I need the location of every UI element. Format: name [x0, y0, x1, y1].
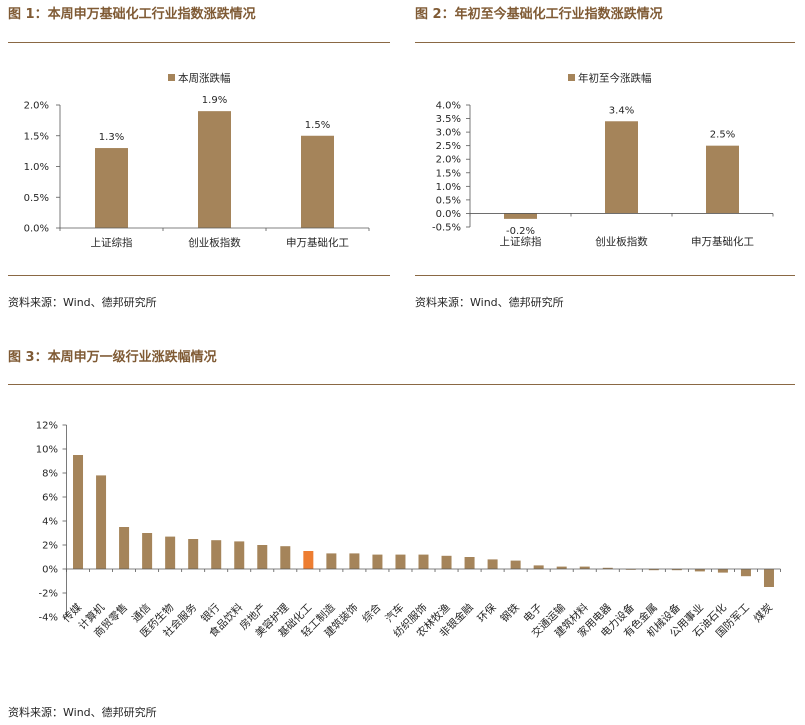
- chart3-y-tick-label: 10%: [36, 445, 58, 456]
- chart3-bar: [579, 566, 590, 569]
- chart2-y-tick-label: 0.5%: [436, 195, 461, 206]
- chart2-plot: -0.5% 0.0% 0.5% 1.0% 1.5% 2.0% 2.5% 3.0% 3.5% 4.0…: [432, 72, 774, 248]
- chart3-bar: [625, 569, 636, 570]
- chart3-y-tick-label: -4%: [39, 613, 58, 624]
- chart3-category-label: 钢铁: [498, 601, 522, 625]
- chart3-bar: [73, 455, 84, 569]
- chart3-bar: [142, 533, 153, 569]
- chart2-category-label: 申万基础化工: [691, 235, 754, 248]
- chart3-bar: [510, 560, 521, 569]
- chart3-bar: [648, 569, 659, 571]
- figure-1-source: 资料来源：Wind、德邦研究所: [8, 296, 157, 309]
- chart3-bar: [487, 559, 498, 569]
- figure-2-source: 资料来源：Wind、德邦研究所: [415, 296, 564, 309]
- figure-1-bottom-rule: [8, 275, 390, 276]
- chart2-bar: [706, 145, 739, 214]
- chart3-bar: [671, 569, 682, 571]
- chart2-y-tick-label: 3.5%: [436, 114, 461, 125]
- chart3-bar: [349, 553, 360, 569]
- chart3-bar: [740, 569, 751, 577]
- chart3-bar: [372, 554, 383, 569]
- chart2-y-tick-label: -0.5%: [432, 223, 461, 234]
- figure-3-source: 资料来源：Wind、德邦研究所: [8, 706, 157, 719]
- chart3-y-tick-label: -2%: [39, 589, 58, 600]
- chart3-y-tick-label: 6%: [42, 493, 58, 504]
- chart3-bar: [119, 527, 130, 569]
- chart1-y-tick-label: 1.5%: [24, 131, 49, 142]
- figure-1-top-rule: [8, 42, 390, 43]
- figure-1-caption: 图 1：本周申万基础化工行业指数涨跌情况: [8, 7, 256, 22]
- chart1-bar: [301, 135, 334, 228]
- chart2-category-label: 上证综指: [500, 235, 542, 248]
- chart1-bar: [95, 148, 128, 228]
- chart2-legend-label: 年初至今涨跌幅: [578, 72, 652, 85]
- chart1-category-label: 上证综指: [91, 236, 133, 249]
- chart2-y-tick-label: 1.5%: [436, 168, 461, 179]
- chart2-y-tick-label: 0.0%: [436, 209, 461, 220]
- chart3-bar: [211, 540, 222, 569]
- chart3-bar: [418, 554, 429, 569]
- chart3-y-tick-label: 0%: [42, 565, 58, 576]
- chart1-y-tick-label: 1.0%: [24, 162, 49, 173]
- chart3-bar: [257, 545, 268, 569]
- chart1-category-label: 申万基础化工: [286, 236, 349, 249]
- chart3-y-tick-label: 2%: [42, 541, 58, 552]
- chart2-data-label: -0.2%: [506, 226, 535, 237]
- chart3-y-tick-label: 8%: [42, 469, 58, 480]
- chart1-data-label: 1.3%: [99, 132, 124, 143]
- chart3-bar: [533, 565, 544, 569]
- chart1-legend-label: 本周涨跌幅: [178, 72, 231, 85]
- chart1-y-tick-label: 0.5%: [24, 193, 49, 204]
- chart2-legend-swatch: [568, 74, 575, 81]
- chart3-bar: [395, 554, 406, 569]
- chart3-bar: [602, 567, 613, 569]
- chart2-y-tick-label: 4.0%: [436, 101, 461, 112]
- chart3-y-tick-label: 12%: [36, 421, 58, 432]
- chart1-data-label: 1.5%: [305, 120, 330, 131]
- chart2-data-label: 2.5%: [710, 130, 735, 141]
- chart3-category-label: 综合: [360, 601, 384, 625]
- chart1-plot: 0.0% 0.5% 1.0% 1.5% 2.0% 1.3% 上证综指 1.9% 创业板指数 1.5…: [24, 72, 370, 249]
- chart1-category-label: 创业板指数: [188, 236, 241, 249]
- chart3-bar: [694, 569, 705, 572]
- chart2-y-tick-label: 1.0%: [436, 182, 461, 193]
- chart3-category-label: 煤炭: [751, 601, 775, 625]
- chart2-y-tick-label: 2.0%: [436, 155, 461, 166]
- chart3-category-label: 环保: [475, 601, 499, 625]
- chart3-bar: [165, 536, 176, 569]
- chart3-bar: [188, 539, 199, 569]
- chart3-bar: [556, 566, 567, 569]
- chart3-bar: [763, 569, 774, 587]
- chart3-y-tick-label: 4%: [42, 517, 58, 528]
- chart1-y-tick-label: 0.0%: [24, 224, 49, 235]
- chart2-category-label: 创业板指数: [595, 235, 648, 248]
- figure-2-caption: 图 2：年初至今基础化工行业指数涨跌情况: [415, 7, 663, 22]
- chart3-bar: [717, 569, 728, 573]
- chart3-bar: [464, 557, 475, 569]
- chart3-bar: [234, 541, 245, 569]
- chart3-bar: [326, 553, 337, 569]
- chart2-bar: [504, 213, 537, 219]
- figure-3-caption: 图 3：本周申万一级行业涨跌幅情况: [8, 350, 217, 365]
- chart3-bar: [441, 555, 452, 569]
- chart2-bar: [605, 121, 638, 214]
- figure-2-top-rule: [415, 42, 795, 43]
- figure-3-top-rule: [8, 384, 795, 385]
- chart2-y-tick-label: 2.5%: [436, 141, 461, 152]
- chart3-bar: [303, 551, 314, 569]
- chart2-y-tick-label: 3.0%: [436, 128, 461, 139]
- chart3-bar: [96, 475, 107, 569]
- chart2-data-label: 3.4%: [609, 105, 634, 116]
- chart1-data-label: 1.9%: [202, 95, 227, 106]
- chart3-bar: [280, 546, 291, 569]
- chart1-legend-swatch: [168, 74, 175, 81]
- figure-2-bottom-rule: [415, 275, 795, 276]
- chart1-bar: [198, 111, 231, 228]
- chart1-y-tick-label: 2.0%: [24, 101, 49, 112]
